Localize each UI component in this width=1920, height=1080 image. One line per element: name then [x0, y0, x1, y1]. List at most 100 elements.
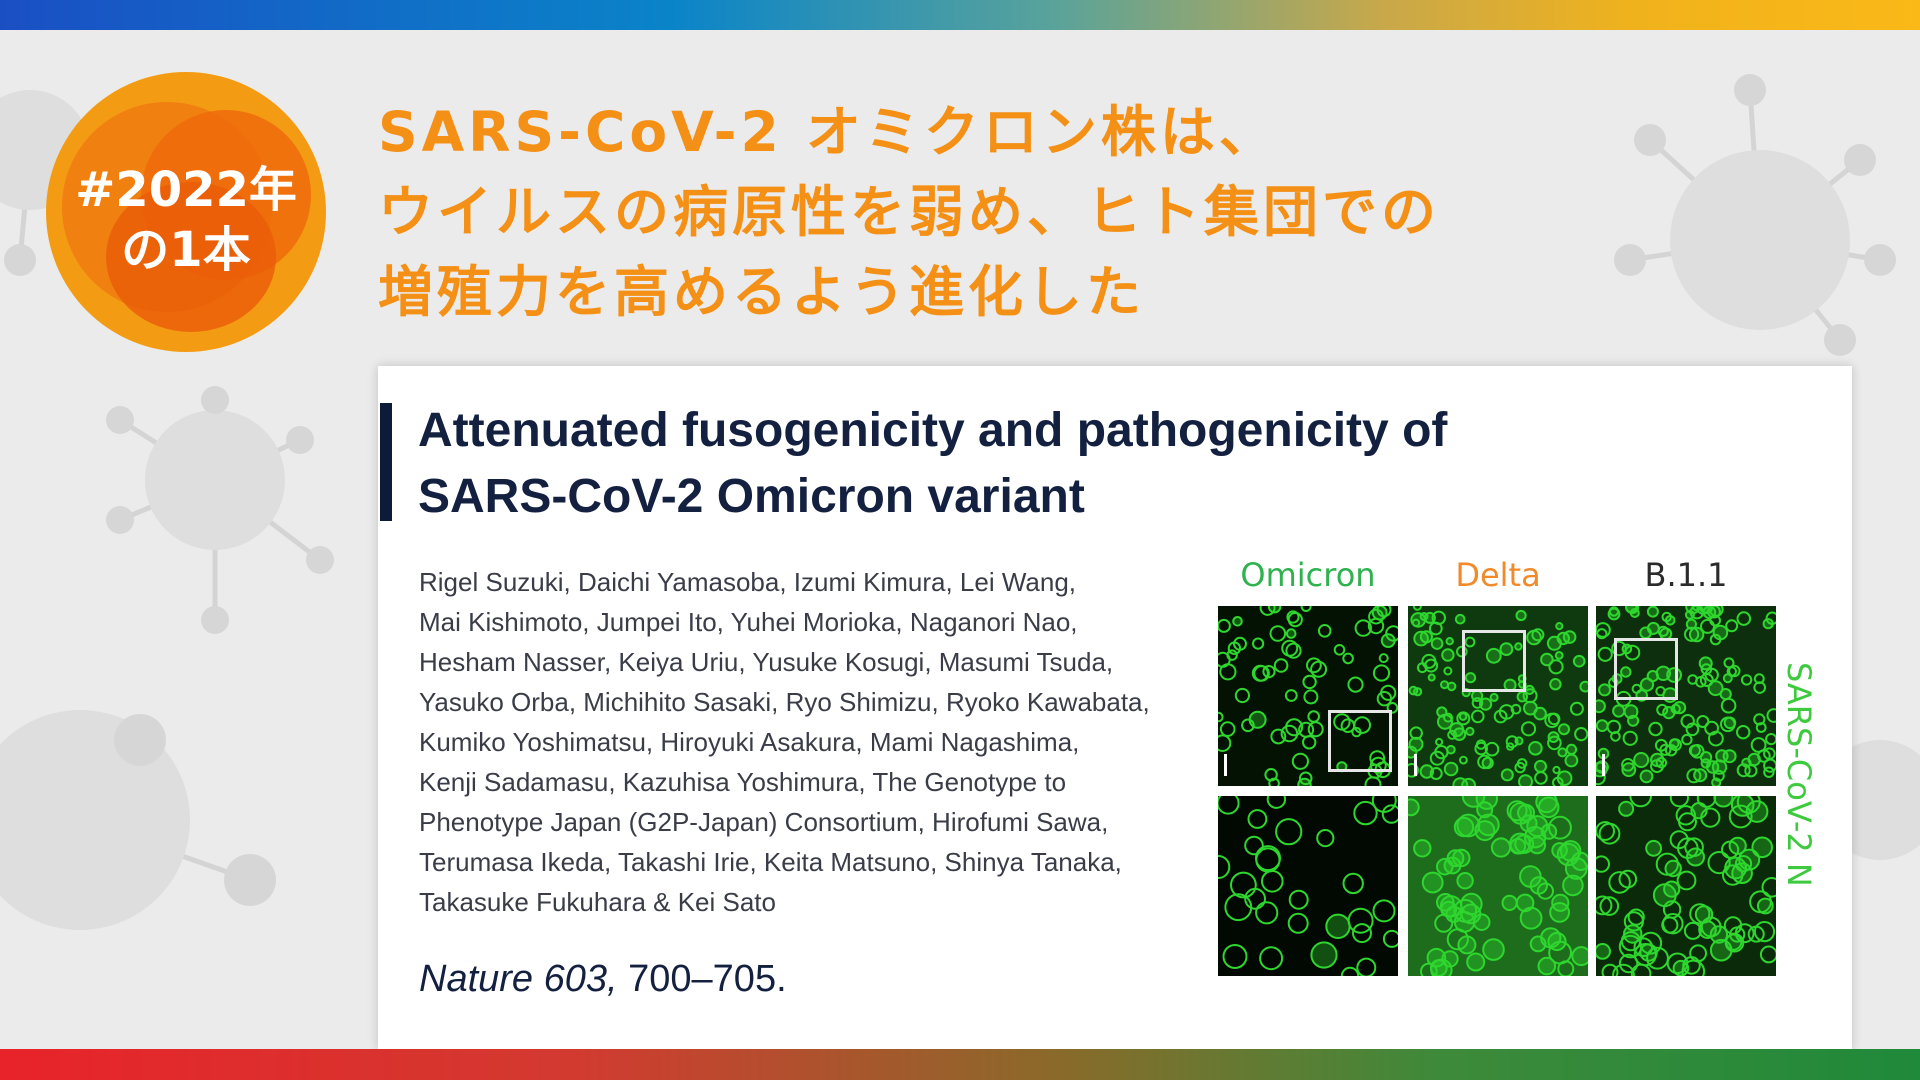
cell — [1529, 876, 1549, 895]
cell — [1565, 743, 1578, 755]
cell — [1759, 945, 1776, 964]
scale-bar — [1414, 754, 1417, 776]
cell — [1371, 796, 1397, 813]
cell — [1514, 761, 1526, 774]
cell — [1549, 678, 1562, 691]
cell — [1218, 855, 1231, 879]
cell — [1434, 913, 1454, 933]
cell — [1435, 737, 1444, 747]
cell — [1623, 924, 1643, 944]
cell — [1218, 711, 1224, 723]
cell — [1766, 708, 1776, 723]
cell — [1446, 849, 1465, 868]
headline-line-2: ウイルスの病原性を弱め、ヒト集団での — [378, 180, 1441, 244]
cell — [1287, 912, 1309, 934]
cell — [1446, 681, 1457, 692]
cell — [1564, 857, 1588, 880]
cell — [1381, 804, 1398, 824]
cell — [1734, 855, 1753, 873]
cell — [1765, 733, 1776, 746]
author-line: Mai Kishimoto, Jumpei Ito, Yuhei Morioka… — [419, 607, 1078, 637]
cell — [1325, 913, 1351, 940]
cell — [1224, 893, 1253, 922]
cell — [1685, 618, 1698, 630]
cell — [1548, 659, 1564, 675]
cell — [1694, 905, 1714, 924]
cell — [1537, 956, 1557, 976]
cell — [1259, 946, 1284, 971]
zoom-inset-box — [1614, 638, 1678, 700]
cell — [1300, 606, 1312, 612]
cell — [1540, 652, 1554, 667]
cell — [1534, 759, 1547, 773]
cell — [1310, 660, 1328, 678]
cell — [1712, 624, 1729, 641]
cell — [1310, 941, 1338, 969]
cell — [1333, 644, 1346, 656]
cell — [1419, 630, 1433, 644]
cell — [1655, 852, 1679, 876]
cell — [1474, 741, 1488, 756]
cell — [1551, 842, 1568, 859]
cell — [1447, 729, 1458, 740]
cell — [1648, 721, 1663, 737]
cell — [1460, 903, 1482, 925]
cell — [1514, 642, 1523, 651]
cell — [1544, 712, 1560, 729]
cell — [1275, 818, 1303, 846]
zoom-inset-box — [1328, 710, 1392, 772]
cell — [1685, 722, 1700, 737]
cell — [1700, 807, 1721, 828]
cell — [1675, 805, 1697, 826]
cell — [1689, 944, 1707, 963]
cell — [1695, 676, 1707, 688]
paper-title: Attenuated fusogenicity and pathogenicit… — [418, 398, 1568, 530]
cell — [1562, 874, 1584, 897]
cell — [1452, 848, 1471, 868]
cell — [1552, 765, 1561, 775]
cell — [1456, 872, 1474, 890]
cell — [1554, 651, 1564, 660]
cell — [1598, 822, 1621, 845]
cell — [1696, 796, 1717, 808]
cell — [1698, 656, 1713, 671]
cell — [1218, 734, 1232, 752]
cell — [1629, 608, 1640, 618]
figure-side-label: SARS-CoV-2 N — [1780, 661, 1818, 887]
cell — [1688, 744, 1702, 757]
cell — [1627, 908, 1645, 926]
cell — [1761, 877, 1776, 898]
cell — [1574, 727, 1588, 742]
cell — [1378, 653, 1389, 664]
cell — [1755, 722, 1767, 733]
cell — [1571, 946, 1588, 967]
cell — [1514, 736, 1524, 746]
cell — [1520, 721, 1537, 737]
cell — [1284, 689, 1298, 702]
cell — [1528, 741, 1543, 756]
cell — [1464, 636, 1476, 648]
cell — [1252, 637, 1265, 650]
cell — [1429, 767, 1443, 780]
cell — [1557, 747, 1568, 758]
cell — [1382, 929, 1398, 948]
cell — [1740, 674, 1753, 686]
cell — [1646, 621, 1660, 635]
cell — [1629, 796, 1652, 808]
cell — [1682, 956, 1701, 975]
cell — [1712, 769, 1725, 782]
cell — [1686, 768, 1702, 784]
cell — [1620, 666, 1632, 678]
cell — [1763, 766, 1775, 778]
cell — [1426, 947, 1447, 968]
headline-line-1: SARS-CoV-2 オミクロン株は、 — [378, 100, 1278, 164]
cell — [1267, 606, 1282, 614]
cell — [1704, 667, 1719, 683]
cell — [1596, 622, 1611, 638]
cell — [1624, 644, 1641, 661]
cell — [1342, 872, 1364, 895]
cell — [1218, 796, 1240, 815]
cell — [1765, 611, 1776, 625]
citation-pages: 700–705. — [617, 958, 787, 1000]
cell — [1427, 673, 1436, 682]
